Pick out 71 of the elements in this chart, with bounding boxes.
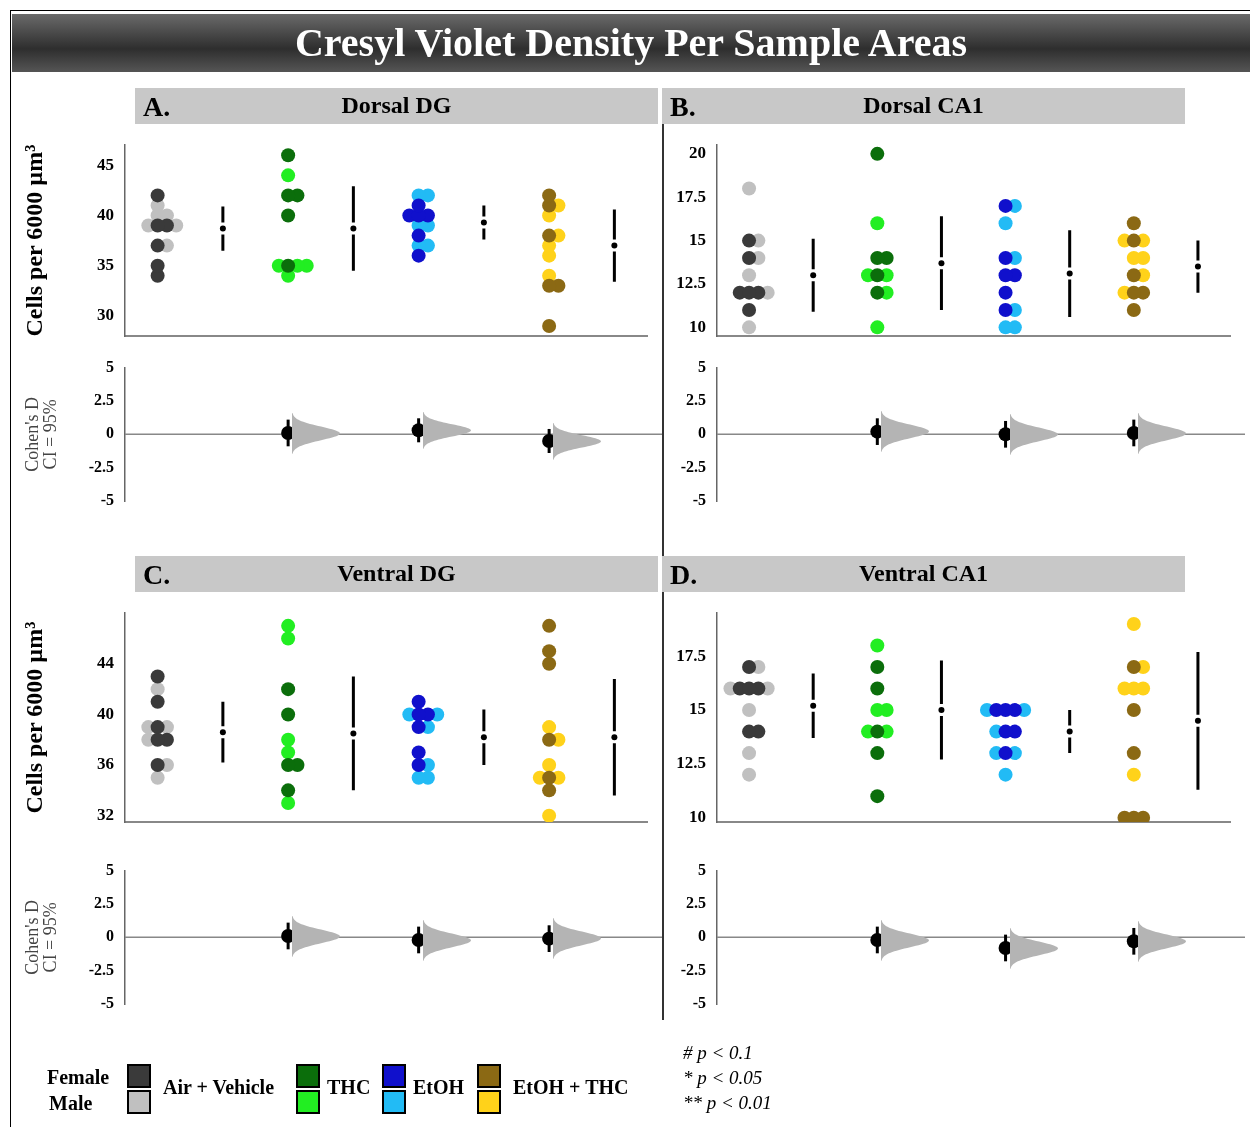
y-tick-label: 40 [97, 703, 114, 723]
y-tick-label: -2.5 [88, 960, 114, 978]
point [938, 260, 945, 267]
text: C. [143, 559, 171, 591]
text: Cresyl Violet Density Per Sample Areas [12, 14, 1250, 72]
point [611, 242, 618, 249]
point [611, 734, 618, 741]
y-tick-label: 15 [689, 229, 706, 249]
y-tick-label: 5 [106, 860, 114, 878]
y-tick-label: 45 [97, 154, 114, 174]
y-tick-label: 5 [698, 860, 706, 878]
point [350, 730, 357, 737]
y-tick-label: 40 [97, 204, 114, 224]
text: # p < 0.1 [683, 1042, 753, 1064]
y-axis-title: Cohen's D CI = 95% [21, 396, 60, 472]
point [810, 272, 817, 279]
chart-title: Ventral DG [337, 560, 456, 586]
y-tick-label: -2.5 [680, 457, 706, 475]
text: * p < 0.05 [683, 1067, 763, 1089]
point [350, 225, 357, 232]
text: D. [670, 559, 698, 591]
y-tick-label: 36 [97, 754, 114, 774]
y-tick-label: 2.5 [686, 391, 706, 409]
y-tick-label: 0 [106, 927, 114, 945]
text: EtOH [413, 1076, 465, 1099]
y-axis-title: Cohen's D CI = 95% [21, 899, 60, 975]
text: Air + Vehicle [163, 1076, 275, 1099]
chart-title: Ventral CA1 [858, 560, 989, 586]
y-tick-label: 2.5 [94, 391, 114, 409]
y-tick-label: 0 [698, 424, 706, 442]
y-tick-label: -5 [100, 994, 114, 1012]
point [219, 225, 226, 232]
y-tick-label: 20 [689, 143, 706, 163]
y-tick-label: 10 [689, 316, 706, 336]
y-tick-label: 17.5 [676, 645, 706, 665]
y-tick-label: 5 [106, 357, 114, 375]
y-tick-label: 2.5 [686, 894, 706, 912]
y-tick-label: -2.5 [680, 960, 706, 978]
y-tick-label: 10 [689, 807, 706, 827]
point [1194, 263, 1201, 270]
text: THC [327, 1076, 371, 1099]
point [1066, 270, 1073, 277]
y-tick-label: 32 [97, 805, 114, 825]
point [219, 729, 226, 736]
y-axis-title: Cells per 6000 µm³ [21, 144, 48, 337]
point [480, 219, 487, 226]
y-tick-label: 44 [97, 653, 115, 673]
y-tick-label: 12.5 [676, 273, 706, 293]
y-tick-label: -5 [100, 491, 114, 509]
y-tick-label: 0 [106, 424, 114, 442]
point [480, 734, 487, 741]
text: ** p < 0.01 [683, 1092, 772, 1114]
y-tick-label: -5 [692, 491, 706, 509]
y-tick-label: 35 [97, 255, 114, 275]
y-tick-label: 12.5 [676, 753, 706, 773]
text: Female [47, 1066, 110, 1089]
text: Male [49, 1092, 93, 1115]
chart-title: Dorsal DG [341, 92, 452, 118]
text: B. [670, 91, 696, 123]
y-tick-label: 0 [698, 927, 706, 945]
y-tick-label: 15 [689, 699, 706, 719]
y-axis-title: Cells per 6000 µm³ [21, 621, 48, 814]
y-tick-label: 2.5 [94, 894, 114, 912]
chart-title: Dorsal CA1 [863, 92, 984, 118]
y-tick-label: -2.5 [88, 457, 114, 475]
y-tick-label: 5 [698, 357, 706, 375]
text: EtOH + THC [513, 1076, 629, 1099]
y-tick-label: 30 [97, 305, 114, 325]
y-tick-label: 17.5 [676, 186, 706, 206]
text: A. [143, 91, 171, 123]
y-tick-label: -5 [692, 994, 706, 1012]
